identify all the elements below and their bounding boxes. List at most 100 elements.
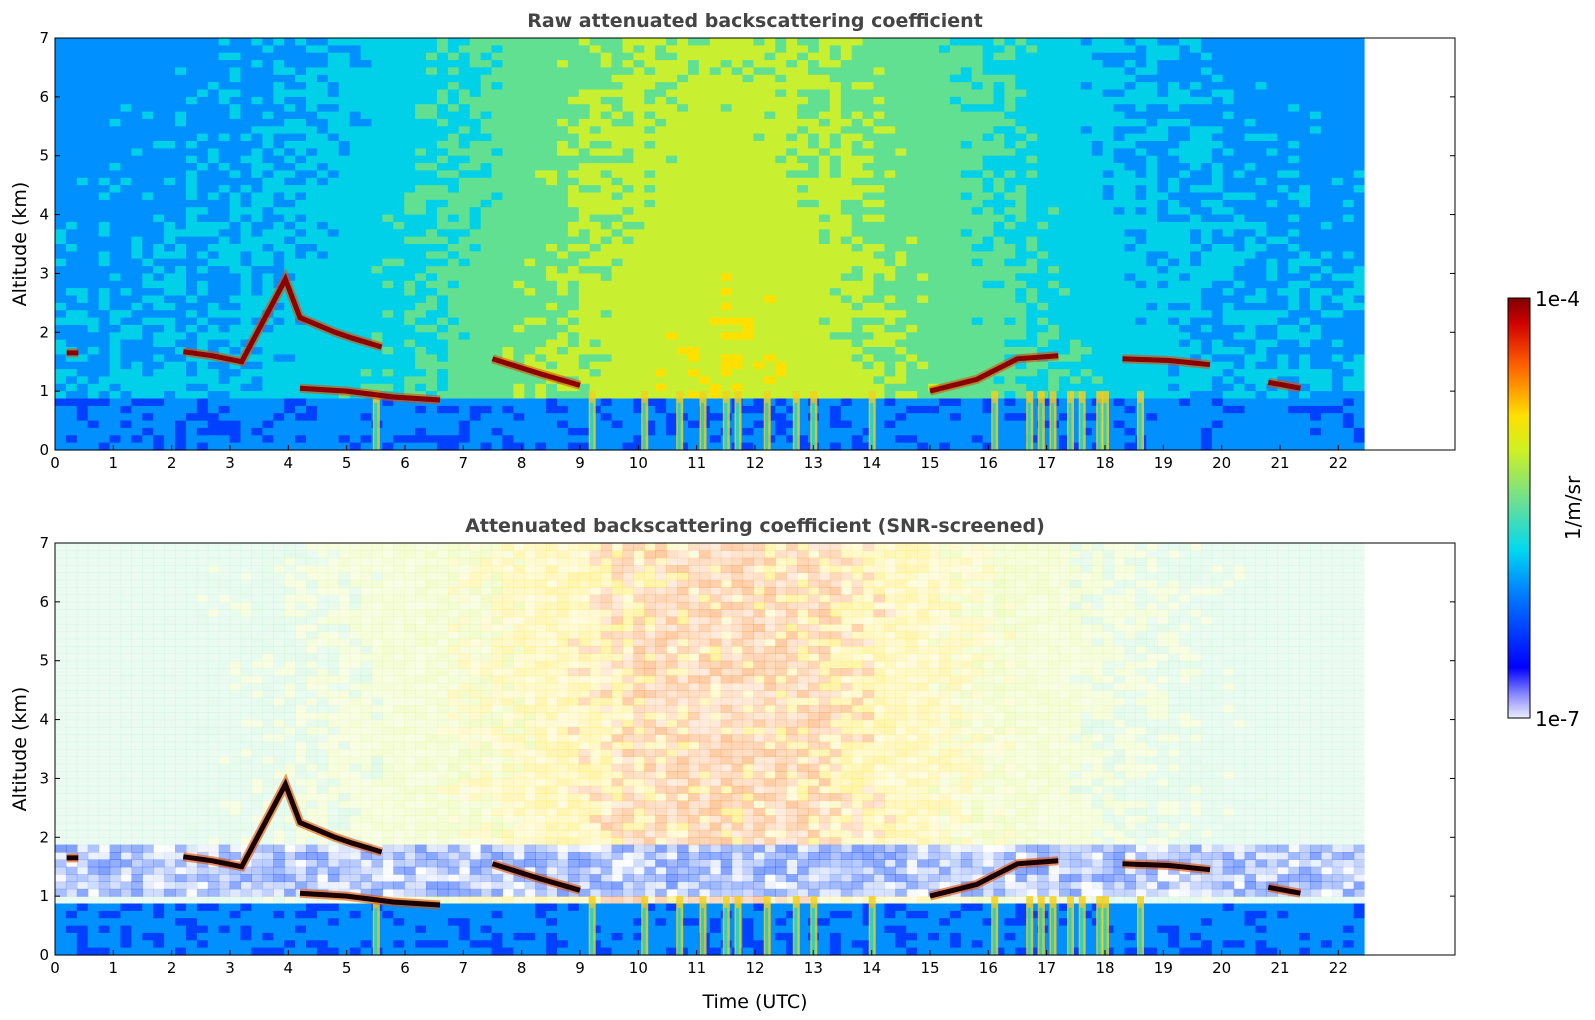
heatmap-cell [567, 163, 580, 172]
heatmap-cell [742, 163, 754, 172]
heatmap-cell [720, 199, 733, 208]
heatmap-cell [578, 361, 591, 370]
heatmap-cell [295, 354, 307, 363]
heatmap-cell [393, 118, 405, 127]
heatmap-cell [273, 273, 285, 282]
heatmap-cell [65, 199, 78, 208]
heatmap-cell [622, 435, 634, 444]
heatmap-cell [164, 376, 176, 385]
heatmap-cell [589, 199, 602, 208]
heatmap-cell [677, 185, 689, 194]
heatmap-cell [349, 199, 362, 208]
heatmap-cell [753, 354, 765, 363]
heatmap-cell [949, 214, 962, 223]
heatmap-cell [928, 207, 940, 216]
heatmap-cell [524, 302, 536, 311]
heatmap-cell [1004, 369, 1016, 378]
heatmap-cell [404, 89, 416, 98]
heatmap-cell [262, 104, 274, 113]
heatmap-cell [76, 310, 89, 319]
heatmap-cell [229, 82, 242, 91]
heatmap-cell [622, 251, 634, 260]
heatmap-cell [600, 96, 613, 105]
heatmap-cell [524, 52, 536, 61]
heatmap-cell [426, 317, 438, 326]
heatmap-cell [1015, 420, 1027, 429]
heatmap-cell [491, 192, 503, 201]
heatmap-cell [862, 435, 875, 444]
heatmap-cell [65, 96, 78, 105]
heatmap-cell [76, 192, 89, 201]
heatmap-cell [513, 251, 525, 260]
heatmap-cell [349, 273, 362, 282]
heatmap-cell [600, 317, 613, 326]
heatmap-cell [611, 177, 624, 186]
heatmap-cell [928, 52, 940, 61]
heatmap-cell [76, 52, 89, 61]
heatmap-cell [273, 38, 285, 46]
heatmap-cell [404, 391, 416, 400]
heatmap-cell [666, 413, 678, 422]
heatmap-cell [371, 310, 383, 319]
heatmap-cell [535, 324, 547, 333]
heatmap-cell [306, 199, 318, 208]
heatmap-cell [316, 310, 329, 319]
heatmap-cell [458, 111, 471, 120]
heatmap-cell [524, 207, 536, 216]
heatmap-cell [546, 413, 558, 422]
heatmap-cell [535, 60, 547, 69]
heatmap-cell [622, 74, 634, 83]
heatmap-cell [316, 280, 329, 289]
heatmap-cell [862, 52, 875, 61]
heatmap-cell [196, 442, 209, 451]
heatmap-cell [698, 111, 711, 120]
heatmap-cell [829, 118, 842, 127]
heatmap-cell [917, 317, 929, 326]
heatmap-cell [229, 148, 242, 157]
heatmap-cell [622, 405, 634, 414]
heatmap-cell [196, 288, 209, 297]
heatmap-cell [262, 60, 274, 69]
heatmap-cell [87, 185, 100, 194]
heatmap-cell [349, 347, 362, 355]
heatmap-cell [535, 339, 547, 348]
heatmap-cell [76, 251, 89, 260]
heatmap-cell [316, 420, 329, 429]
heatmap-cell [775, 376, 787, 385]
heatmap-cell [731, 199, 744, 208]
heatmap-cell [164, 104, 176, 113]
heatmap-cell [535, 45, 547, 54]
heatmap-cell [295, 126, 307, 135]
heatmap-cell [273, 383, 285, 392]
heatmap-cell [109, 376, 122, 385]
heatmap-cell [917, 339, 929, 348]
heatmap-cell [513, 310, 525, 319]
heatmap-cell [993, 96, 1005, 105]
heatmap-cell [131, 163, 143, 172]
heatmap-cell [404, 273, 416, 282]
heatmap-cell [753, 391, 765, 400]
heatmap-cell [960, 45, 973, 54]
heatmap-cell [207, 177, 220, 186]
heatmap-cell [535, 199, 547, 208]
heatmap-cell [327, 60, 340, 69]
heatmap-cell [338, 398, 351, 407]
heatmap-cell [895, 104, 907, 113]
heatmap-cell [589, 236, 602, 245]
heatmap-cell [196, 207, 209, 216]
heatmap-cell [262, 427, 274, 436]
heatmap-cell [698, 67, 711, 76]
heatmap-cell [207, 104, 220, 113]
heatmap-cell [218, 148, 231, 157]
heatmap-cell [546, 52, 558, 61]
heatmap-cell [415, 302, 427, 311]
heatmap-cell [120, 126, 132, 135]
heatmap-cell [906, 310, 918, 319]
heatmap-cell [142, 324, 154, 333]
heatmap-cell [677, 258, 689, 267]
heatmap-cell [513, 163, 525, 172]
heatmap-cell [535, 229, 547, 238]
heatmap-cell [906, 82, 918, 91]
heatmap-cell [567, 332, 580, 341]
heatmap-cell [491, 207, 503, 216]
